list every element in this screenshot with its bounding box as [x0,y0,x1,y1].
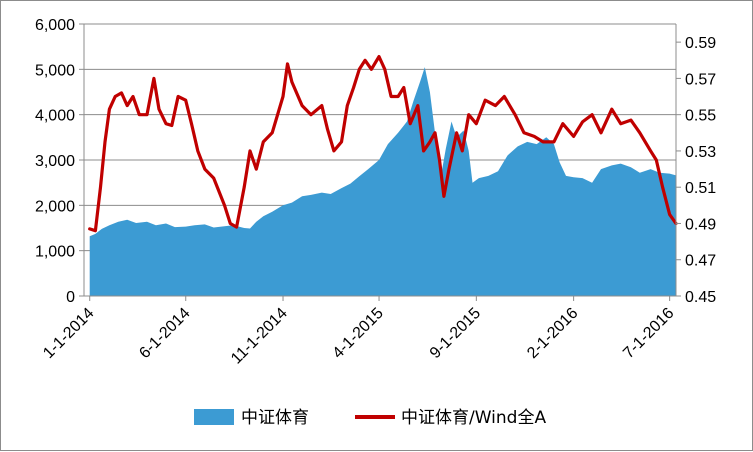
left-axis-tick-label: 3,000 [35,153,75,170]
series-area-group [89,67,676,296]
x-axis-ticks: 1-1-2014 6-1-2014 11-1-2014 4-1-2015 9-1-201… [40,296,678,368]
x-axis-tick-label: 1-1-2014 [40,305,97,362]
left-axis-tick-label: 0 [66,289,75,306]
left-axis-tick-label: 2,000 [35,198,75,215]
left-axis-tick-label: 1,000 [35,244,75,261]
right-axis-ticks: 0.45 0.47 0.49 0.51 0.53 0.55 0.57 0.59 [676,35,716,306]
right-axis-tick-label: 0.47 [685,253,716,270]
right-axis-tick-label: 0.45 [685,289,716,306]
legend-label-line: 中证体育/Wind全A [401,408,546,428]
x-axis-tick-label: 11-1-2014 [228,305,291,368]
right-axis-tick-label: 0.51 [685,180,716,197]
series-line-group [88,54,678,233]
x-axis-tick-label: 6-1-2014 [136,305,193,362]
right-axis-tick-label: 0.57 [685,71,716,88]
series-area-path [89,67,676,296]
left-axis-tick-label: 4,000 [35,108,75,125]
series-line-path [88,54,678,233]
right-axis-tick-label: 0.53 [685,144,716,161]
left-axis-ticks: 0 1,000 2,000 3,000 4,000 5,000 6,000 [35,17,84,306]
x-axis-tick-label: 4-1-2015 [330,305,387,362]
right-axis-tick-label: 0.59 [685,35,716,52]
right-axis-tick-label: 0.55 [685,108,716,125]
legend: 中证体育 中证体育/Wind全A [194,408,546,428]
legend-label-area: 中证体育 [241,408,309,428]
right-axis-tick-label: 0.49 [685,216,716,233]
x-axis-tick-label: 7-1-2016 [620,305,677,362]
x-axis-tick-label: 9-1-2015 [427,305,484,362]
x-axis-tick-label: 2-1-2016 [524,305,581,362]
legend-swatch-area [194,409,234,425]
left-axis-tick-label: 6,000 [35,17,75,34]
left-axis-tick-label: 5,000 [35,62,75,79]
